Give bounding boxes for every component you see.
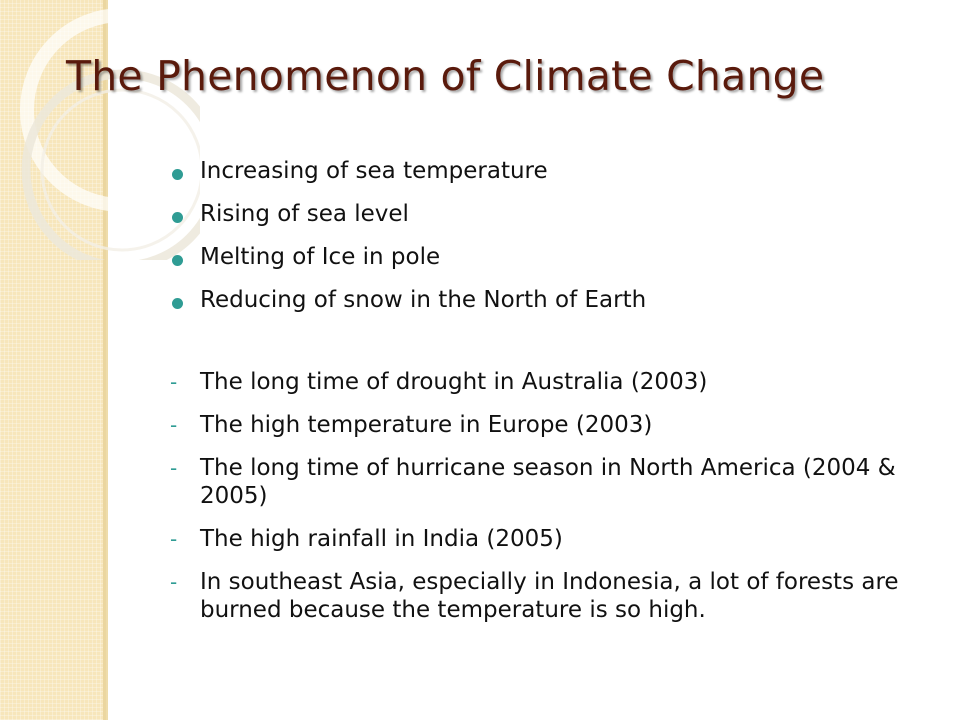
event-text: The high rainfall in India (2005)	[200, 526, 563, 552]
event-text: The long time of hurricane season in Nor…	[200, 455, 896, 509]
event-text: The high temperature in Europe (2003)	[200, 412, 653, 438]
dash-marker-icon: -	[170, 370, 178, 394]
side-band-edge	[103, 0, 106, 720]
event-list: - The long time of drought in Australia …	[170, 368, 930, 639]
side-band-decoration	[0, 0, 108, 720]
dash-marker-icon: -	[170, 456, 178, 480]
event-item: - The long time of hurricane season in N…	[170, 454, 930, 510]
bullet-text: Rising of sea level	[200, 201, 409, 227]
dash-marker-icon: -	[170, 570, 178, 594]
event-item: - The long time of drought in Australia …	[170, 368, 930, 396]
slide-title: The Phenomenon of Climate Change	[66, 52, 825, 100]
event-text: The long time of drought in Australia (2…	[200, 369, 708, 395]
teal-dot-icon	[172, 212, 183, 223]
bullet-text: Reducing of snow in the North of Earth	[200, 287, 647, 313]
teal-dot-icon	[172, 298, 183, 309]
teal-dot-icon	[172, 169, 183, 180]
concentric-circles-icon	[20, 8, 200, 260]
event-item: - The high temperature in Europe (2003)	[170, 411, 930, 439]
bullet-text: Increasing of sea temperature	[200, 158, 548, 184]
bullet-item: Melting of Ice in pole	[170, 244, 646, 287]
dash-marker-icon: -	[170, 527, 178, 551]
teal-dot-icon	[172, 255, 183, 266]
dash-marker-icon: -	[170, 413, 178, 437]
event-item: - The high rainfall in India (2005)	[170, 525, 930, 553]
bullet-item: Increasing of sea temperature	[170, 158, 646, 201]
bullet-item: Rising of sea level	[170, 201, 646, 244]
bullet-list: Increasing of sea temperature Rising of …	[170, 158, 646, 330]
event-text: In southeast Asia, especially in Indones…	[200, 569, 899, 623]
bullet-item: Reducing of snow in the North of Earth	[170, 287, 646, 330]
event-item: - In southeast Asia, especially in Indon…	[170, 568, 930, 624]
bullet-text: Melting of Ice in pole	[200, 244, 441, 270]
